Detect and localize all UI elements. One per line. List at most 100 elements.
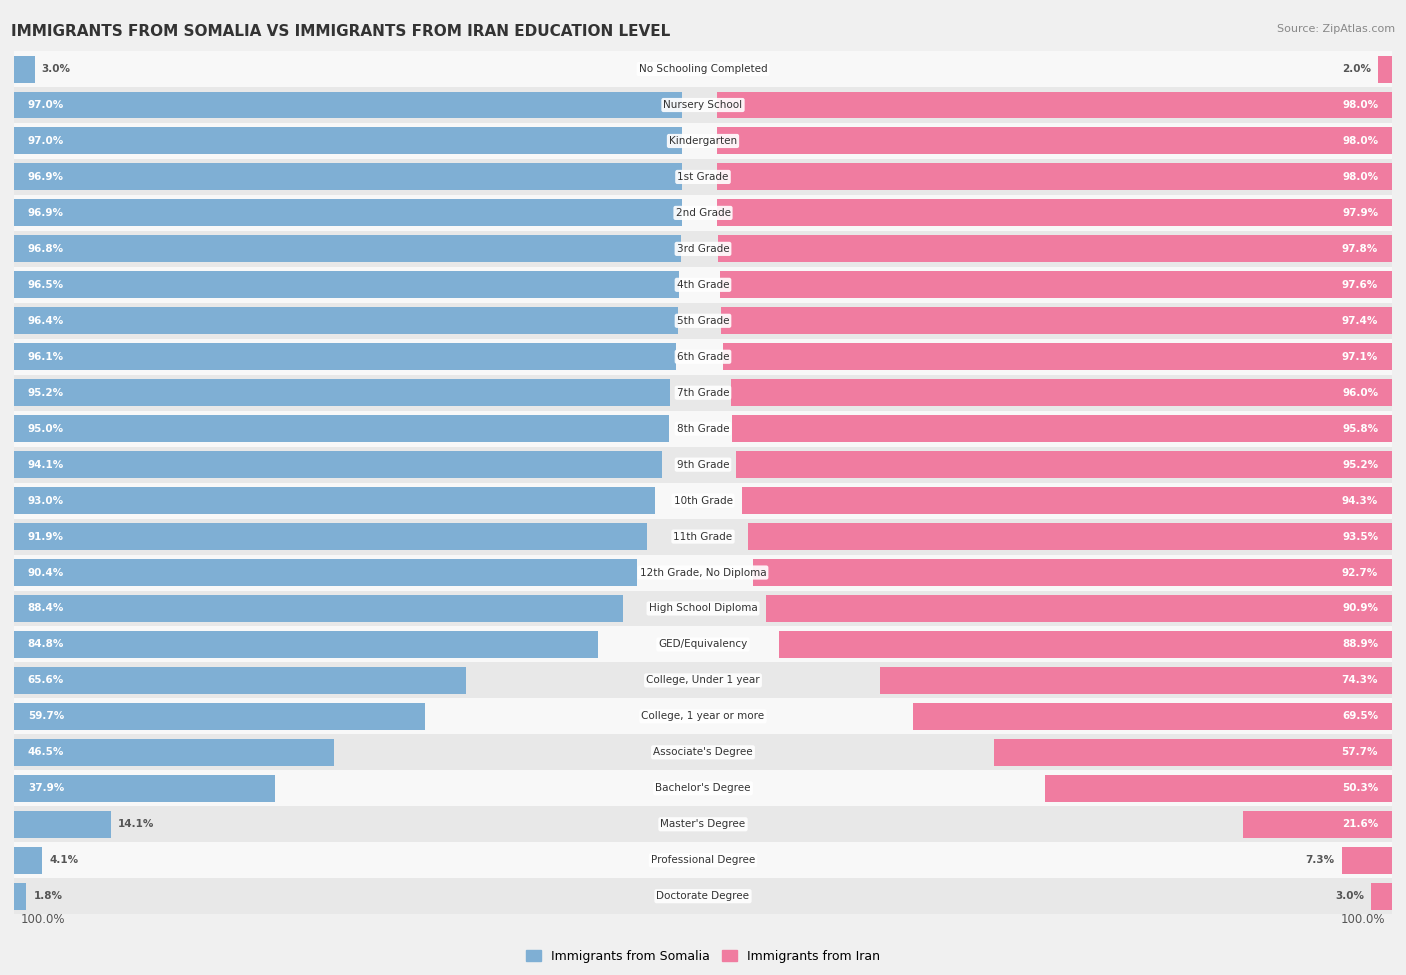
Bar: [14, 698, 1392, 734]
Text: 4.1%: 4.1%: [49, 855, 79, 865]
Bar: [742, 488, 1392, 514]
Text: Kindergarten: Kindergarten: [669, 136, 737, 146]
Text: 50.3%: 50.3%: [1341, 783, 1378, 794]
Bar: [14, 703, 426, 730]
Text: Master's Degree: Master's Degree: [661, 819, 745, 830]
Bar: [717, 164, 1392, 190]
Bar: [14, 878, 1392, 915]
Bar: [731, 379, 1392, 407]
Text: 91.9%: 91.9%: [28, 531, 63, 541]
Text: 98.0%: 98.0%: [1343, 100, 1378, 110]
Text: 2nd Grade: 2nd Grade: [675, 208, 731, 217]
Bar: [14, 591, 1392, 627]
Text: 97.0%: 97.0%: [28, 136, 65, 146]
Legend: Immigrants from Somalia, Immigrants from Iran: Immigrants from Somalia, Immigrants from…: [520, 945, 886, 968]
Text: 96.5%: 96.5%: [28, 280, 63, 290]
Bar: [723, 343, 1392, 370]
Bar: [1378, 56, 1392, 83]
Bar: [912, 703, 1392, 730]
Bar: [880, 667, 1392, 694]
Bar: [14, 87, 1392, 123]
Bar: [14, 374, 1392, 410]
Bar: [717, 200, 1392, 226]
Bar: [14, 483, 1392, 519]
Bar: [1341, 846, 1392, 874]
Text: 1.8%: 1.8%: [34, 891, 62, 901]
Text: 93.0%: 93.0%: [28, 495, 63, 506]
Bar: [14, 882, 27, 910]
Bar: [14, 56, 35, 83]
Bar: [14, 343, 676, 370]
Bar: [14, 627, 1392, 662]
Text: Doctorate Degree: Doctorate Degree: [657, 891, 749, 901]
Text: 97.6%: 97.6%: [1341, 280, 1378, 290]
Bar: [14, 379, 669, 407]
Bar: [14, 488, 655, 514]
Text: 100.0%: 100.0%: [21, 913, 66, 926]
Bar: [14, 271, 679, 298]
Bar: [14, 631, 599, 658]
Text: 96.1%: 96.1%: [28, 352, 63, 362]
Text: 69.5%: 69.5%: [1343, 712, 1378, 722]
Bar: [766, 595, 1392, 622]
Bar: [14, 806, 1392, 842]
Text: Associate's Degree: Associate's Degree: [654, 748, 752, 758]
Text: 96.8%: 96.8%: [28, 244, 63, 254]
Text: 1st Grade: 1st Grade: [678, 172, 728, 182]
Bar: [1371, 882, 1392, 910]
Bar: [14, 842, 1392, 878]
Text: 95.8%: 95.8%: [1343, 424, 1378, 434]
Text: College, Under 1 year: College, Under 1 year: [647, 676, 759, 685]
Text: 46.5%: 46.5%: [28, 748, 65, 758]
Bar: [14, 307, 678, 334]
Text: 92.7%: 92.7%: [1341, 567, 1378, 577]
Text: 4th Grade: 4th Grade: [676, 280, 730, 290]
Bar: [14, 662, 1392, 698]
Text: 3rd Grade: 3rd Grade: [676, 244, 730, 254]
Text: 97.0%: 97.0%: [28, 100, 65, 110]
Text: Nursery School: Nursery School: [664, 100, 742, 110]
Text: 59.7%: 59.7%: [28, 712, 65, 722]
Text: 95.0%: 95.0%: [28, 424, 63, 434]
Text: 97.1%: 97.1%: [1341, 352, 1378, 362]
Bar: [14, 846, 42, 874]
Text: 9th Grade: 9th Grade: [676, 459, 730, 470]
Bar: [14, 734, 1392, 770]
Bar: [14, 447, 1392, 483]
Text: 7th Grade: 7th Grade: [676, 388, 730, 398]
Text: GED/Equivalency: GED/Equivalency: [658, 640, 748, 649]
Bar: [720, 271, 1392, 298]
Text: 5th Grade: 5th Grade: [676, 316, 730, 326]
Text: 96.4%: 96.4%: [28, 316, 65, 326]
Text: 74.3%: 74.3%: [1341, 676, 1378, 685]
Bar: [733, 415, 1392, 443]
Bar: [14, 559, 637, 586]
Bar: [14, 739, 335, 765]
Bar: [14, 451, 662, 478]
Bar: [14, 267, 1392, 303]
Text: 95.2%: 95.2%: [28, 388, 63, 398]
Bar: [14, 231, 1392, 267]
Text: IMMIGRANTS FROM SOMALIA VS IMMIGRANTS FROM IRAN EDUCATION LEVEL: IMMIGRANTS FROM SOMALIA VS IMMIGRANTS FR…: [11, 24, 671, 39]
Bar: [717, 92, 1392, 119]
Text: High School Diploma: High School Diploma: [648, 604, 758, 613]
Text: 90.9%: 90.9%: [1343, 604, 1378, 613]
Text: 95.2%: 95.2%: [1343, 459, 1378, 470]
Bar: [1046, 775, 1392, 801]
Bar: [14, 200, 682, 226]
Bar: [994, 739, 1392, 765]
Text: 10th Grade: 10th Grade: [673, 495, 733, 506]
Text: 3.0%: 3.0%: [1336, 891, 1364, 901]
Bar: [14, 51, 1392, 87]
Bar: [14, 164, 682, 190]
Text: 88.9%: 88.9%: [1343, 640, 1378, 649]
Text: 37.9%: 37.9%: [28, 783, 65, 794]
Text: 98.0%: 98.0%: [1343, 172, 1378, 182]
Text: 88.4%: 88.4%: [28, 604, 65, 613]
Text: 94.1%: 94.1%: [28, 459, 65, 470]
Text: 21.6%: 21.6%: [1341, 819, 1378, 830]
Bar: [748, 523, 1392, 550]
Text: 94.3%: 94.3%: [1341, 495, 1378, 506]
Bar: [14, 128, 682, 154]
Text: 98.0%: 98.0%: [1343, 136, 1378, 146]
